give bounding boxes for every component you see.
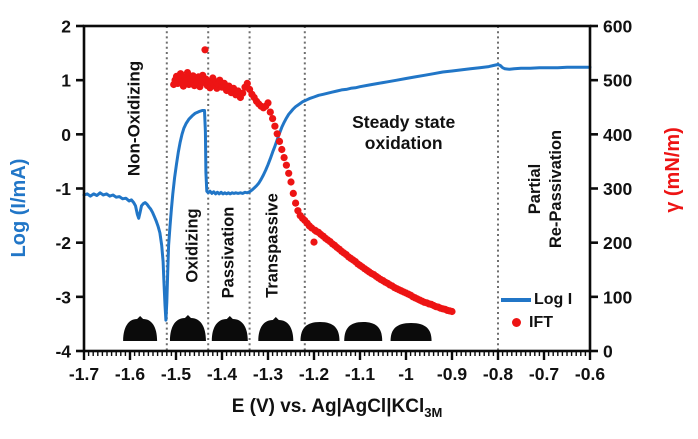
legend-label-ift: IFT [529, 313, 553, 331]
y-right-tick-label: 500 [603, 71, 632, 91]
y-left-tick-label: 0 [61, 125, 71, 145]
series-ift-point [266, 108, 274, 116]
legend-dot-swatch [512, 318, 521, 327]
legend-line-swatch [501, 297, 531, 302]
series-ift-point [243, 79, 251, 87]
series-ift-point [448, 307, 456, 316]
y-right-tick-label: 600 [603, 17, 632, 37]
droplet-marker [211, 316, 248, 341]
series-ift-point [264, 99, 272, 107]
x-tick-label: -1.5 [161, 364, 191, 384]
y-right-tick-label: 200 [603, 233, 632, 253]
series-ift-point [278, 145, 286, 154]
x-tick-label: -1.4 [207, 364, 237, 384]
droplet-marker [390, 323, 432, 341]
droplet-marker [169, 315, 206, 341]
droplet-marker [300, 322, 340, 341]
x-tick-label: -0.6 [575, 364, 605, 384]
y-left-tick-label: -4 [55, 342, 71, 362]
series-ift-point [282, 161, 290, 169]
legend: Log I IFT [501, 288, 572, 334]
series-ift-point [310, 238, 318, 246]
legend-item-log-i: Log I [501, 288, 572, 311]
x-tick-label: -1.2 [299, 364, 329, 384]
x-tick-label: -1.6 [115, 364, 145, 384]
x-tick-label: -0.7 [529, 364, 559, 384]
droplet-marker [258, 317, 294, 341]
series-ift-point [285, 169, 293, 177]
x-tick-label: -0.9 [437, 364, 467, 384]
y-right-tick-label: 400 [603, 125, 632, 145]
droplet-marker [123, 316, 158, 341]
y-right-tick-label: 300 [603, 179, 632, 199]
series-ift-point [201, 46, 209, 54]
series-ift-point [269, 115, 277, 123]
series-ift-point [271, 122, 279, 130]
y-left-tick-label: -1 [55, 179, 71, 199]
droplet-marker [344, 322, 383, 341]
x-tick-label: -1 [398, 364, 414, 384]
y-right-tick-label: 100 [603, 287, 632, 307]
y-left-tick-label: 2 [61, 17, 71, 37]
y-left-tick-label: 1 [61, 71, 71, 91]
series-ift-point [275, 137, 284, 145]
y-right-tick-label: 0 [603, 342, 613, 362]
series-ift-point [287, 178, 295, 186]
series-ift-point [273, 130, 281, 138]
series-ift-point [280, 154, 288, 162]
x-tick-label: -0.8 [483, 364, 513, 384]
x-tick-label: -1.7 [69, 364, 99, 384]
y-left-tick-label: -3 [55, 287, 71, 307]
series-ift-point [183, 69, 192, 77]
legend-label-log-i: Log I [534, 290, 573, 308]
x-tick-label: -1.3 [253, 364, 283, 384]
x-tick-label: -1.1 [345, 364, 375, 384]
series-ift-point [179, 82, 187, 90]
legend-item-ift: IFT [501, 311, 572, 334]
series-log-i-line [82, 63, 592, 322]
series-ift-point [239, 89, 247, 97]
series-ift-point [289, 189, 297, 197]
y-left-tick-label: -2 [55, 233, 71, 253]
series-ift-point [292, 199, 300, 207]
